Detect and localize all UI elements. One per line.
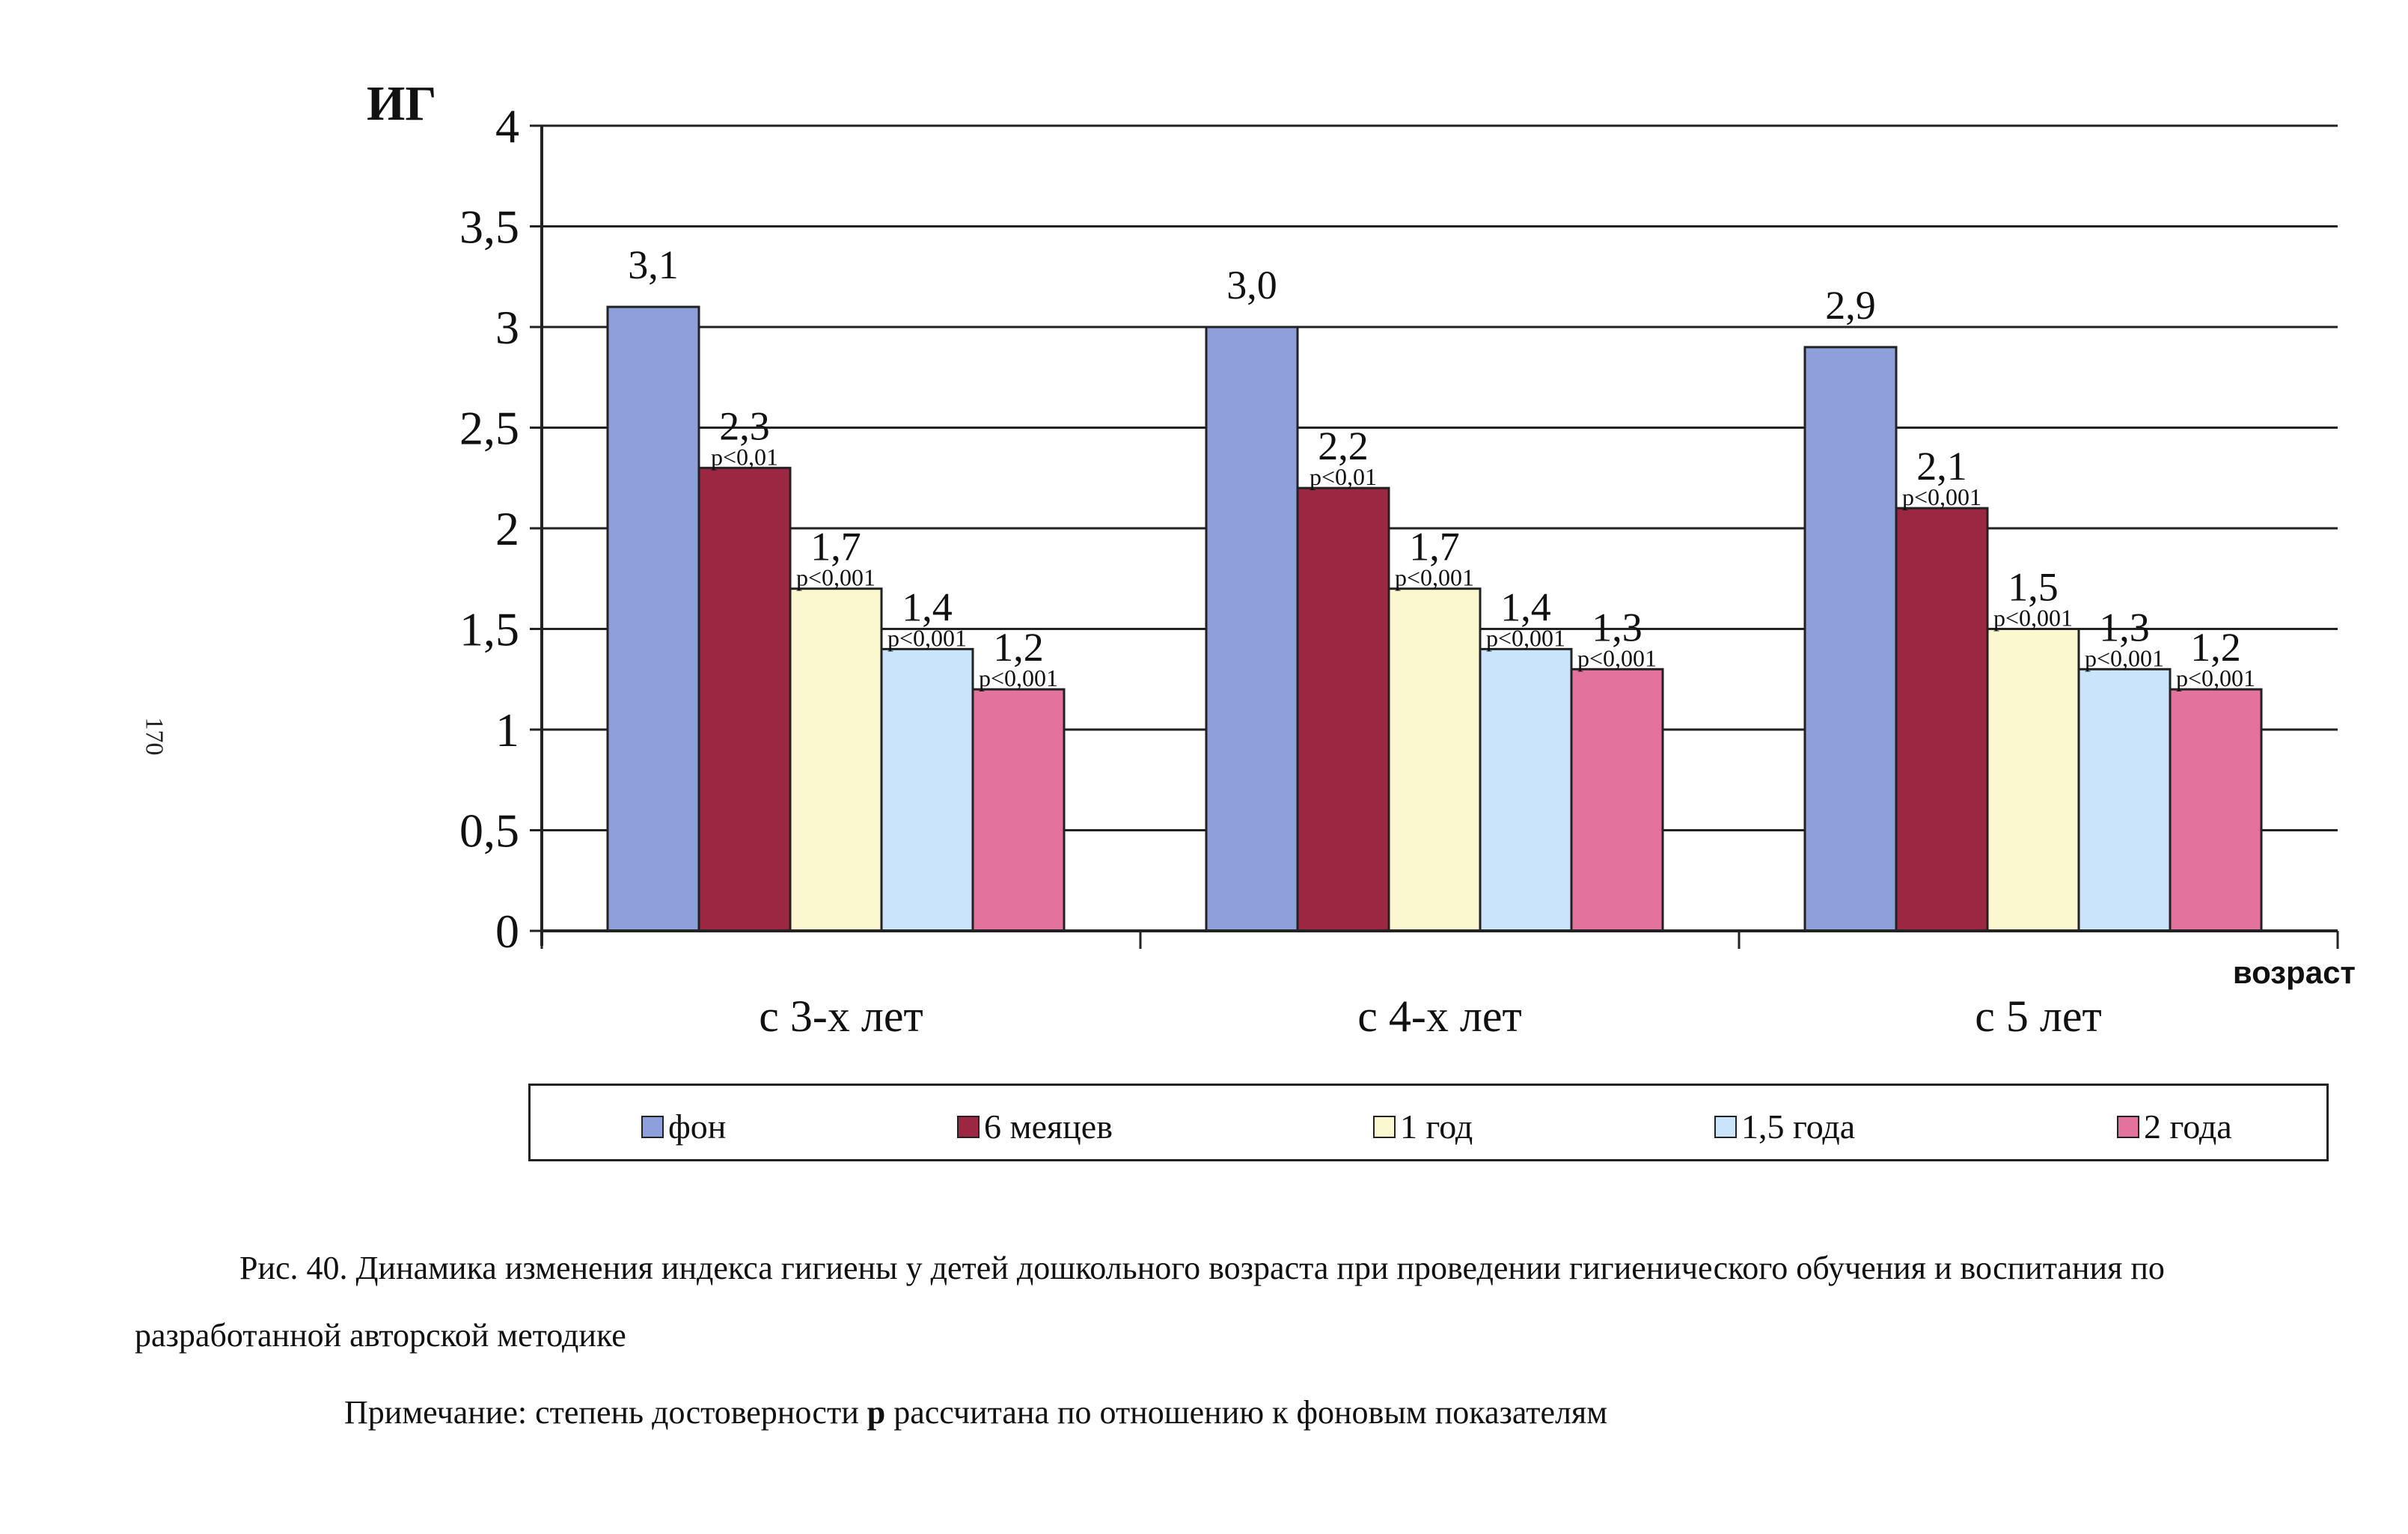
p-value-label: p<0,01 bbox=[1310, 463, 1377, 490]
legend: фон 6 меяцев 1 год 1,5 года 2 года bbox=[528, 1084, 2329, 1161]
data-label: 2,1 bbox=[1916, 444, 1967, 489]
data-label: 1,2 bbox=[993, 625, 1044, 670]
x-axis-title: возраст bbox=[2233, 955, 2356, 990]
legend-item: 1,5 года bbox=[1714, 1107, 1855, 1146]
p-value-label: p<0,001 bbox=[1993, 605, 2073, 632]
data-label: 2,3 bbox=[719, 403, 770, 448]
legend-label: 1 год bbox=[1400, 1107, 1473, 1146]
legend-swatch bbox=[641, 1115, 664, 1138]
y-axis-title: ИГ bbox=[367, 76, 436, 131]
bar bbox=[2077, 667, 2172, 932]
bar bbox=[1570, 667, 1664, 932]
p-value-label: p<0,001 bbox=[796, 564, 876, 591]
bar bbox=[606, 305, 700, 932]
data-label: 2,9 bbox=[1825, 283, 1876, 328]
p-value-label: p<0,001 bbox=[1902, 483, 1981, 510]
note-bold-p: р bbox=[867, 1394, 886, 1431]
data-label: 1,3 bbox=[1592, 605, 1642, 650]
y-tick-label: 0,5 bbox=[459, 804, 519, 858]
y-tick-label: 3,5 bbox=[459, 201, 519, 254]
legend-item: 1 год bbox=[1373, 1107, 1473, 1146]
legend-item: фон bbox=[641, 1107, 726, 1146]
p-value-label: p<0,001 bbox=[979, 664, 1058, 691]
data-label: 1,7 bbox=[1409, 525, 1460, 569]
axes: 0 0,5 1 1,5 2 2,5 3 3,5 4 ИГ возраст с 3-х лет с 4-х… bbox=[367, 76, 2356, 1041]
legend-swatch bbox=[1714, 1115, 1737, 1138]
figure-caption: Рис. 40. Динамика изменения индекса гиги… bbox=[135, 1250, 2165, 1354]
bar bbox=[2169, 688, 2263, 932]
p-value-label: p<0,001 bbox=[887, 624, 967, 651]
data-label: 3,1 bbox=[628, 242, 679, 287]
legend-item: 6 меяцев bbox=[957, 1107, 1113, 1146]
bar bbox=[697, 466, 792, 932]
x-tick-label: с 5 лет bbox=[1975, 991, 2101, 1041]
legend-item: 2 года bbox=[2117, 1107, 2232, 1146]
bar bbox=[1387, 587, 1482, 932]
legend-swatch bbox=[957, 1115, 980, 1138]
p-value-label: p<0,001 bbox=[1577, 644, 1657, 671]
legend-label: фон bbox=[668, 1107, 727, 1146]
y-tick-label: 4 bbox=[495, 100, 519, 153]
p-value-label: p<0,001 bbox=[2176, 664, 2255, 691]
legend-label: 6 меяцев bbox=[984, 1107, 1113, 1146]
note-suffix: рассчитана по отношению к фоновым показа… bbox=[885, 1394, 1608, 1431]
legend-swatch bbox=[2117, 1115, 2139, 1138]
bar bbox=[1479, 647, 1573, 932]
bar bbox=[971, 688, 1066, 932]
bar bbox=[1803, 346, 1898, 932]
x-tick-label: с 4-х лет bbox=[1357, 991, 1521, 1041]
y-tick-label: 2 bbox=[495, 502, 519, 555]
legend-swatch bbox=[1373, 1115, 1396, 1138]
bar bbox=[1986, 628, 2080, 932]
y-tick-label: 1,5 bbox=[459, 603, 519, 656]
data-label: 1,2 bbox=[2190, 625, 2241, 670]
p-value-label: p<0,001 bbox=[1486, 624, 1565, 651]
bar bbox=[880, 647, 974, 932]
data-label: 1,7 bbox=[810, 525, 861, 569]
bar bbox=[1895, 507, 1989, 932]
data-label: 1,3 bbox=[2099, 605, 2150, 650]
p-value-label: p<0,001 bbox=[2085, 644, 2164, 671]
data-label: 3,0 bbox=[1226, 263, 1277, 308]
data-label: 1,4 bbox=[902, 584, 953, 629]
y-tick-label: 1 bbox=[495, 703, 519, 757]
note-prefix: Примечание: степень достоверности bbox=[344, 1394, 867, 1431]
y-tick-label: 3 bbox=[495, 301, 519, 354]
legend-label: 1,5 года bbox=[1741, 1107, 1856, 1146]
y-tick-label: 2,5 bbox=[459, 402, 519, 455]
bar bbox=[789, 587, 883, 932]
figure-note: Примечание: степень достоверности р расс… bbox=[344, 1393, 1607, 1431]
x-tick-label: с 3-х лет bbox=[759, 991, 923, 1041]
bar bbox=[1296, 486, 1390, 932]
bars bbox=[606, 305, 2263, 932]
y-tick-label: 0 bbox=[495, 905, 519, 958]
p-value-label: p<0,001 bbox=[1395, 564, 1474, 591]
data-label: 1,5 bbox=[2008, 565, 2059, 610]
p-value-label: p<0,01 bbox=[711, 443, 778, 470]
data-label: 1,4 bbox=[1500, 584, 1551, 629]
legend-label: 2 года bbox=[2144, 1107, 2232, 1146]
data-label: 2,2 bbox=[1318, 424, 1369, 468]
bar bbox=[1205, 326, 1299, 932]
